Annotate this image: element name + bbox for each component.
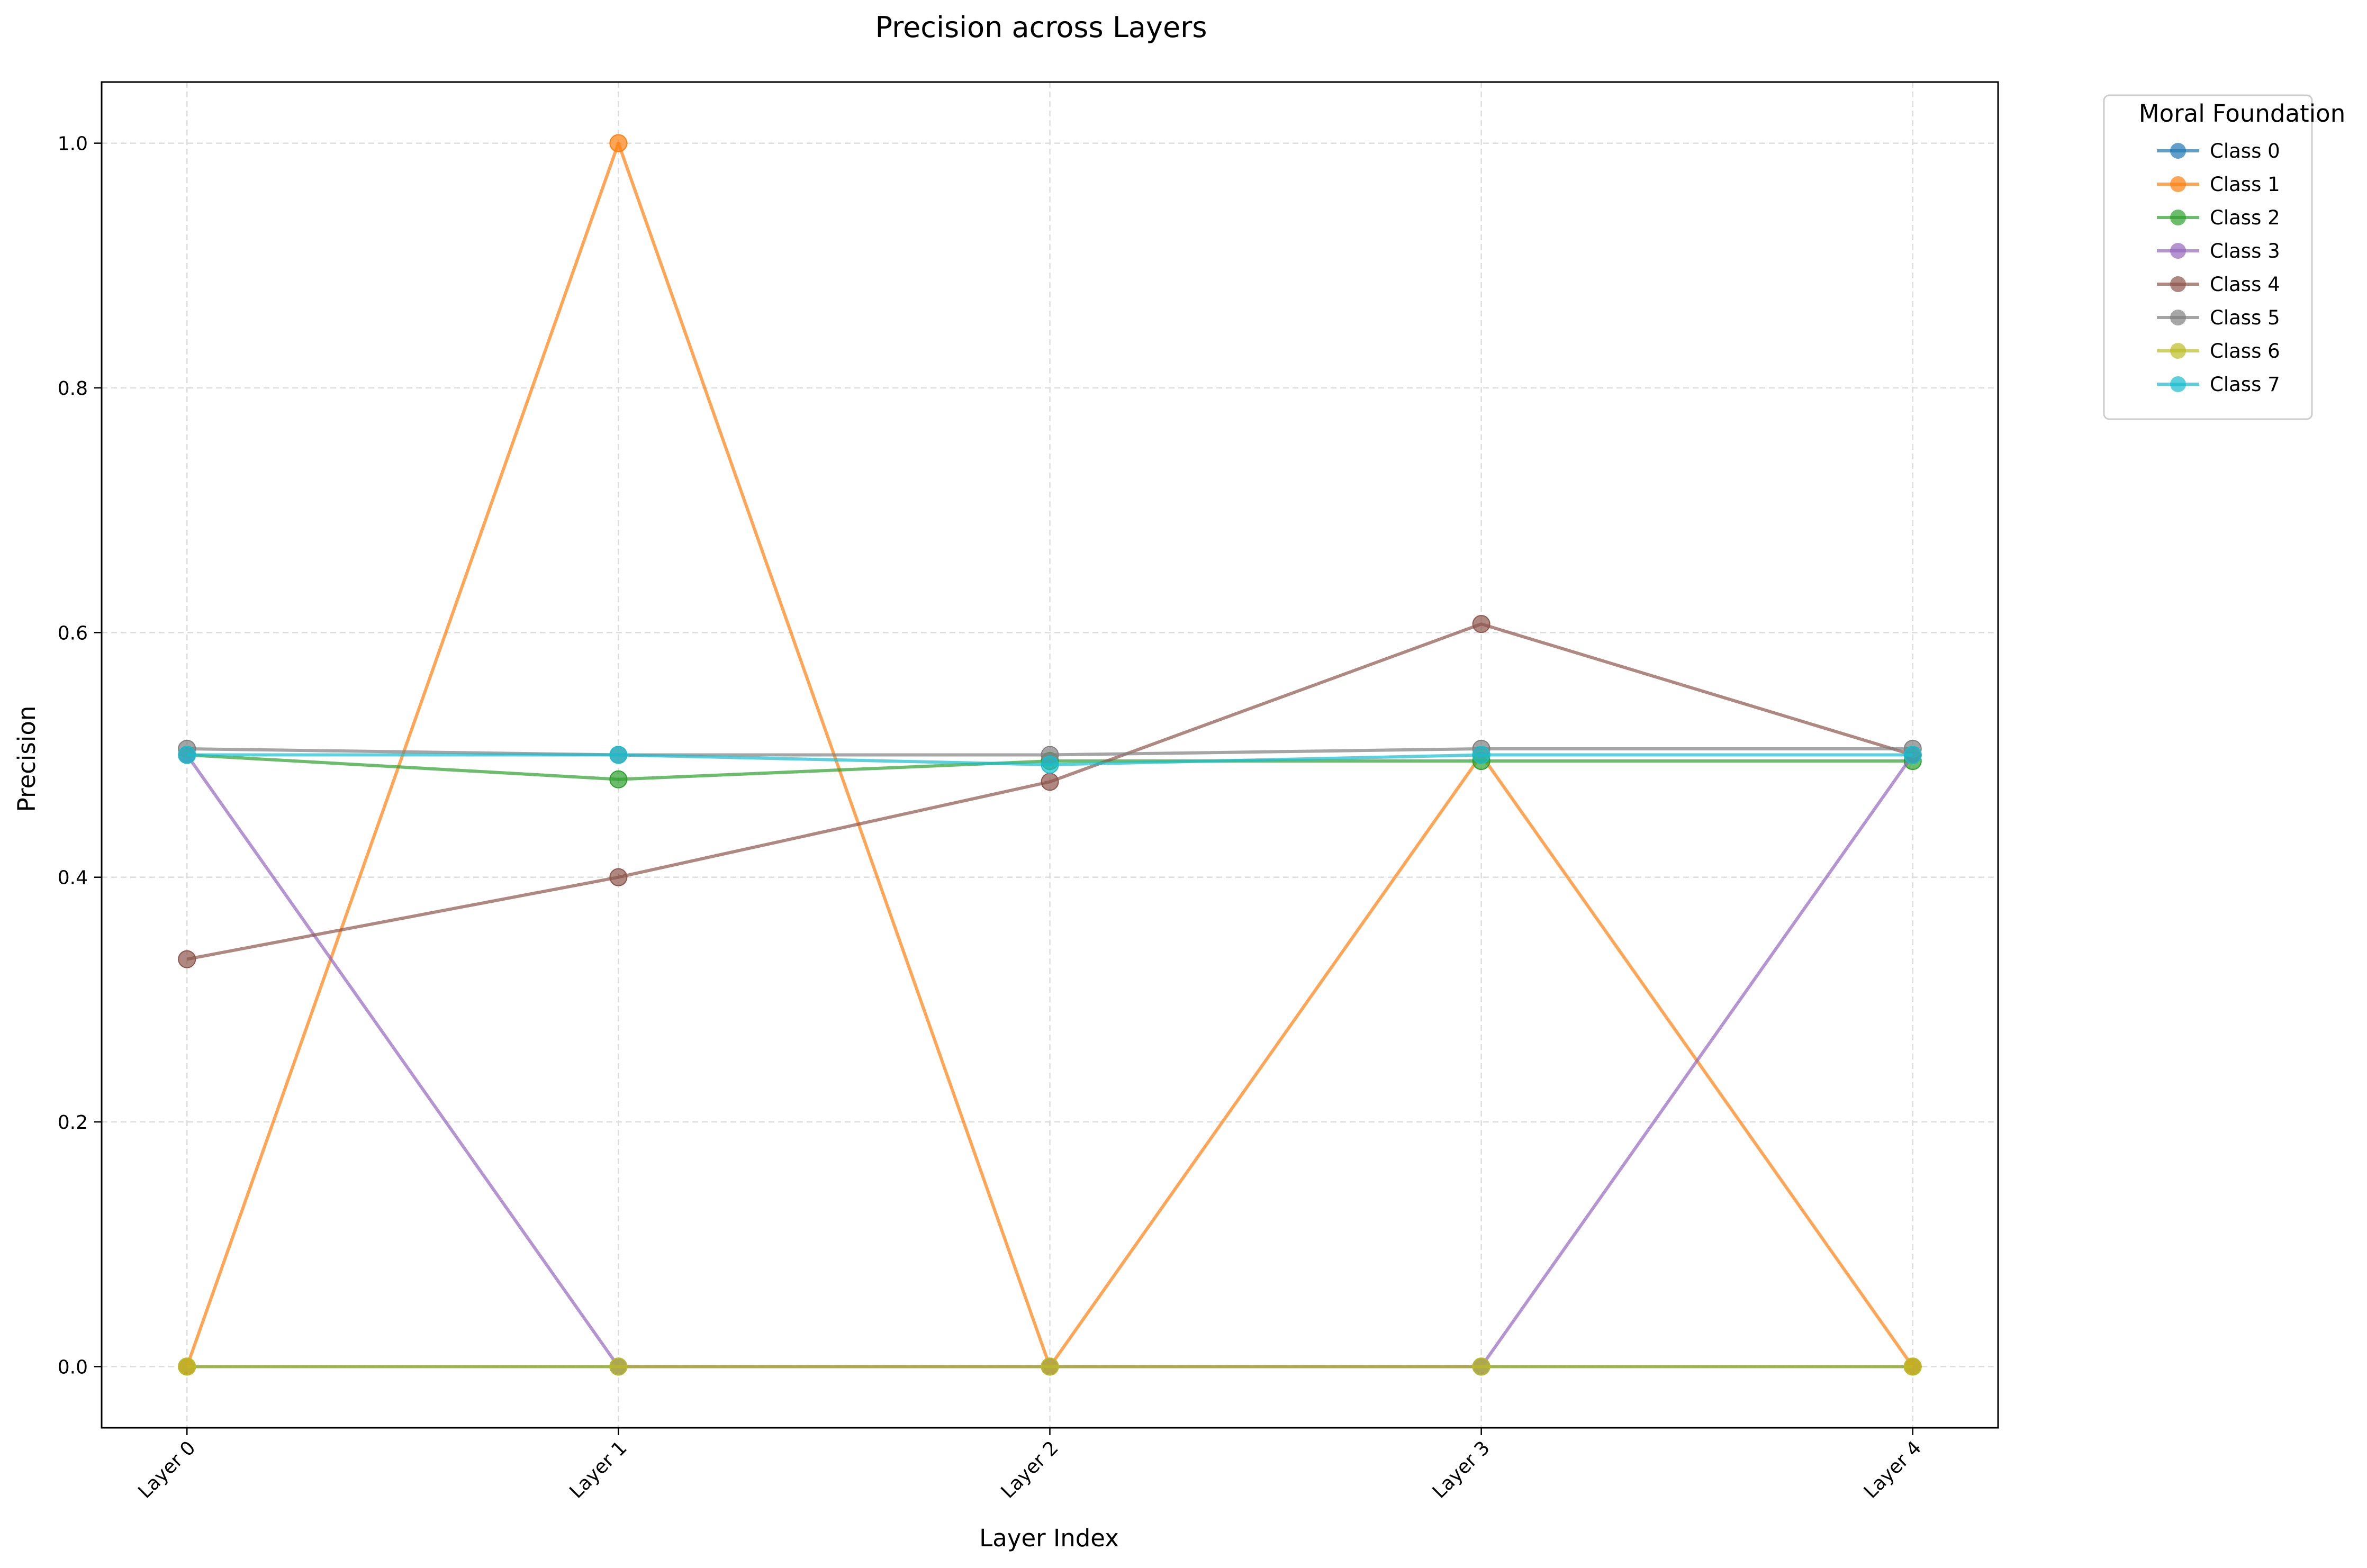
series-lines bbox=[178, 134, 1922, 1376]
data-point bbox=[1903, 746, 1922, 764]
legend-swatch-marker bbox=[2170, 276, 2186, 292]
legend-label: Class 3 bbox=[2210, 240, 2280, 262]
data-point bbox=[609, 1357, 628, 1376]
series-class-6 bbox=[178, 1357, 1922, 1376]
legend-swatch-marker bbox=[2170, 343, 2186, 359]
data-point bbox=[1472, 1357, 1490, 1376]
y-tick-label: 0.4 bbox=[58, 867, 88, 889]
legend-swatch-marker bbox=[2170, 210, 2186, 225]
data-point bbox=[609, 134, 628, 152]
data-point bbox=[178, 746, 196, 764]
series-class-7 bbox=[178, 746, 1922, 774]
legend-swatch-marker bbox=[2170, 243, 2186, 259]
legend-item: Class 2 bbox=[2157, 206, 2280, 229]
data-point bbox=[609, 746, 628, 764]
y-axis-ticks: 0.0 0.2 0.4 0.6 0.8 1.0 bbox=[58, 133, 102, 1378]
legend-swatch-marker bbox=[2170, 310, 2186, 325]
data-point bbox=[178, 1357, 196, 1376]
data-point bbox=[178, 950, 196, 968]
y-tick-label: 0.0 bbox=[58, 1356, 88, 1378]
legend-item: Class 0 bbox=[2157, 140, 2280, 162]
x-axis-label: Layer Index bbox=[979, 1524, 1119, 1552]
data-point bbox=[1041, 773, 1059, 791]
legend-label: Class 5 bbox=[2210, 306, 2280, 329]
legend-label: Class 2 bbox=[2210, 206, 2280, 229]
legend-swatch-marker bbox=[2170, 376, 2186, 392]
legend-label: Class 6 bbox=[2210, 340, 2280, 362]
y-tick-label: 1.0 bbox=[58, 133, 88, 155]
data-point bbox=[1472, 615, 1490, 633]
y-tick-label: 0.6 bbox=[58, 622, 88, 644]
legend-item: Class 4 bbox=[2157, 273, 2280, 296]
y-tick-label: 0.8 bbox=[58, 378, 88, 400]
chart-title: Precision across Layers bbox=[875, 11, 1207, 44]
data-point bbox=[1472, 746, 1490, 764]
legend-box bbox=[2103, 94, 2313, 420]
legend-swatch-marker bbox=[2170, 143, 2186, 159]
legend-label: Class 0 bbox=[2210, 140, 2280, 162]
legend-item: Class 7 bbox=[2157, 373, 2280, 396]
legend-label: Class 7 bbox=[2210, 373, 2280, 396]
data-point bbox=[609, 770, 628, 788]
legend-title: Moral Foundation bbox=[2139, 99, 2345, 128]
data-point bbox=[1903, 1357, 1922, 1376]
legend-items: Class 0 Class 1 Class 2 Class 3 Class 4 Class… bbox=[2157, 140, 2280, 396]
legend-item: Class 5 bbox=[2157, 306, 2280, 329]
data-point bbox=[1041, 755, 1059, 774]
data-point bbox=[1041, 1357, 1059, 1376]
legend-swatch-marker bbox=[2170, 176, 2186, 192]
legend-label: Class 4 bbox=[2210, 273, 2280, 296]
legend-label: Class 1 bbox=[2210, 173, 2280, 196]
y-tick-label: 0.2 bbox=[58, 1112, 88, 1134]
legend-item: Class 3 bbox=[2157, 240, 2280, 262]
legend-item: Class 6 bbox=[2157, 340, 2280, 362]
data-point bbox=[609, 868, 628, 886]
legend-item: Class 1 bbox=[2157, 173, 2280, 196]
y-axis-label: Precision bbox=[13, 706, 41, 812]
